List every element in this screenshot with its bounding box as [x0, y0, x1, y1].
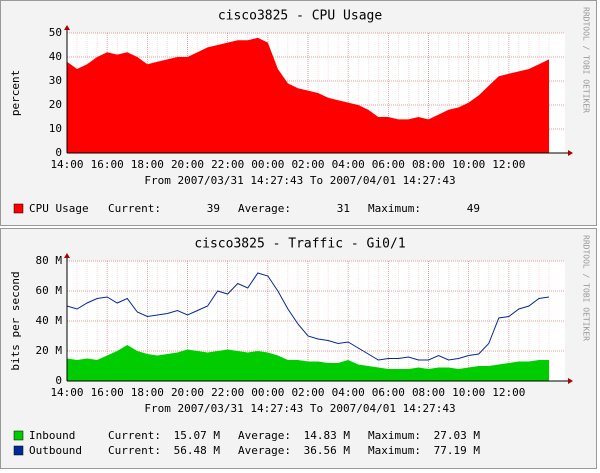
x-tick-label: 06:00 — [372, 386, 405, 399]
y-tick-label: 20 M — [36, 344, 63, 357]
stat-label: Maximum: — [368, 429, 421, 442]
x-tick-label: 04:00 — [332, 386, 365, 399]
y-tick-label: 40 — [49, 50, 62, 63]
x-tick-label: 08:00 — [412, 386, 445, 399]
area — [67, 37, 549, 153]
x-tick-label: 02:00 — [291, 386, 324, 399]
stat-value: 31 — [337, 202, 350, 215]
y-axis-label: percent — [9, 70, 22, 116]
legend-swatch — [13, 430, 24, 441]
x-tick-label: 04:00 — [332, 158, 365, 171]
stat-value: 27.03 M — [434, 429, 481, 442]
arrow — [64, 253, 70, 258]
stat-label: Average: — [238, 429, 291, 442]
stat-label: Average: — [238, 444, 291, 457]
y-tick-label: 80 M — [36, 254, 63, 267]
x-tick-label: 14:00 — [50, 386, 83, 399]
stat-value: 77.19 M — [434, 444, 481, 457]
x-tick-label: 22:00 — [211, 386, 244, 399]
x-tick-label: 16:00 — [91, 158, 124, 171]
x-tick-label: 00:00 — [251, 158, 284, 171]
x-tick-label: 14:00 — [50, 158, 83, 171]
x-tick-label: 18:00 — [131, 386, 164, 399]
stat-value: 49 — [467, 202, 480, 215]
y-tick-label: 10 — [49, 122, 62, 135]
stat-value: 36.56 M — [304, 444, 351, 457]
y-tick-label: 50 — [49, 26, 62, 39]
legend-swatch — [13, 203, 24, 214]
x-tick-label: 08:00 — [412, 158, 445, 171]
x-axis-label: From 2007/03/31 14:27:43 To 2007/04/01 1… — [144, 402, 455, 415]
stat-value: 39 — [207, 202, 220, 215]
arrow — [568, 150, 573, 156]
y-axis-label: bits per second — [9, 271, 22, 370]
legend-label: CPU Usage — [29, 202, 89, 215]
stat-value: 15.07 M — [174, 429, 221, 442]
legend-swatch — [13, 445, 24, 456]
stat-label: Average: — [238, 202, 291, 215]
x-tick-label: 20:00 — [171, 158, 204, 171]
y-tick-label: 0 — [55, 374, 62, 387]
arrow — [64, 25, 70, 30]
chart-title: cisco3825 - CPU Usage — [218, 9, 383, 24]
stat-label: Current: — [108, 202, 161, 215]
x-tick-label: 10:00 — [452, 386, 485, 399]
x-tick-label: 00:00 — [251, 386, 284, 399]
stat-label: Current: — [108, 429, 161, 442]
x-tick-label: 02:00 — [291, 158, 324, 171]
line — [66, 272, 550, 361]
x-tick-label: 18:00 — [131, 158, 164, 171]
x-tick-label: 12:00 — [492, 386, 525, 399]
y-tick-label: 40 M — [36, 314, 63, 327]
watermark: RRDTOOL / TOBI OETIKER — [582, 7, 591, 113]
stat-label: Maximum: — [368, 202, 421, 215]
x-tick-label: 16:00 — [91, 386, 124, 399]
arrow — [568, 378, 573, 384]
x-tick-label: 22:00 — [211, 158, 244, 171]
stat-label: Current: — [108, 444, 161, 457]
y-tick-label: 0 — [55, 146, 62, 159]
x-tick-label: 06:00 — [372, 158, 405, 171]
stat-value: 14.83 M — [304, 429, 351, 442]
y-tick-label: 30 — [49, 74, 62, 87]
watermark: RRDTOOL / TOBI OETIKER — [582, 235, 591, 341]
legend-label: Outbound — [29, 444, 82, 457]
stat-label: Maximum: — [368, 444, 421, 457]
x-tick-label: 12:00 — [492, 158, 525, 171]
chart-title: cisco3825 - Traffic - Gi0/1 — [194, 237, 405, 252]
legend-label: Inbound — [29, 429, 75, 442]
x-tick-label: 10:00 — [452, 158, 485, 171]
y-tick-label: 20 — [49, 98, 62, 111]
x-tick-label: 20:00 — [171, 386, 204, 399]
stat-value: 56.48 M — [174, 444, 221, 457]
area — [67, 345, 549, 381]
y-tick-label: 60 M — [36, 284, 63, 297]
x-axis-label: From 2007/03/31 14:27:43 To 2007/04/01 1… — [144, 174, 455, 187]
